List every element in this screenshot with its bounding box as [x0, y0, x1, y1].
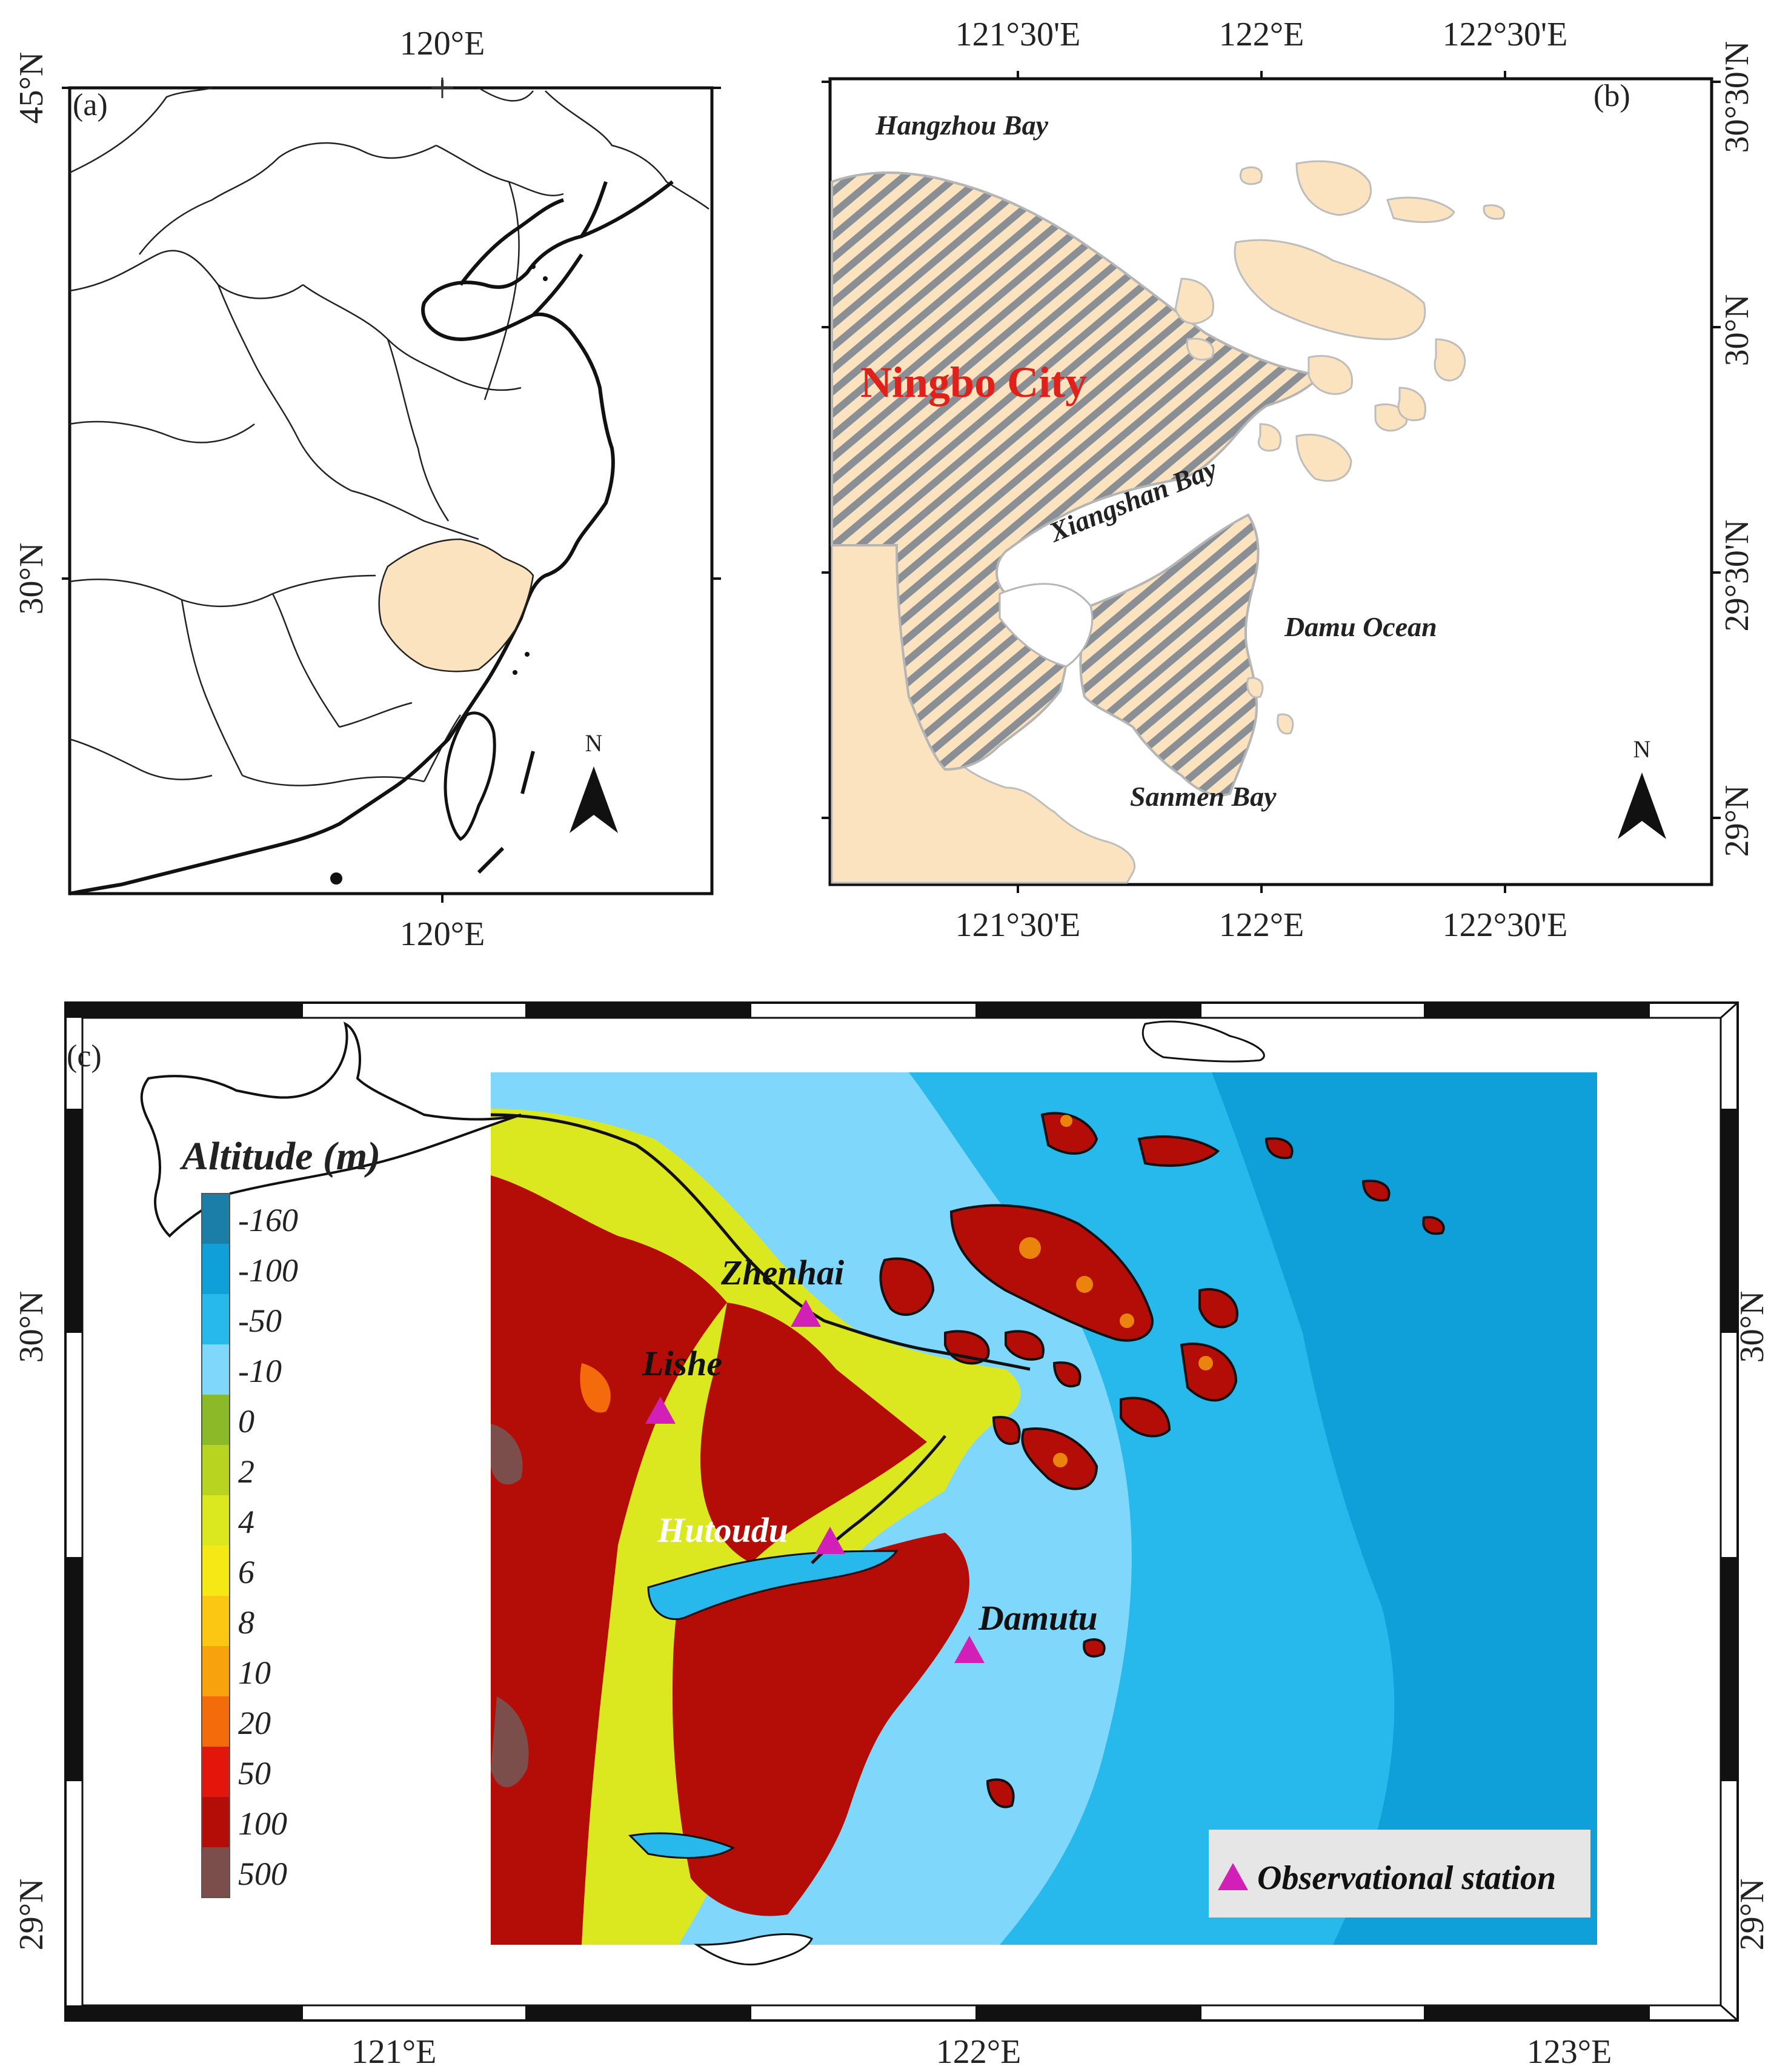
panel-c-elevation-map: Altitude (m) -160-100-50-100246810205010…: [13, 1001, 1771, 2071]
sanmen-bay-label: Sanmen Bay: [1130, 781, 1277, 812]
colorbar-label-1: -100: [238, 1252, 298, 1289]
panel-b-right-tick-2: 29°30'N: [1718, 520, 1756, 632]
colorbar-swatch-8: [202, 1596, 230, 1646]
colorbar-swatch-11: [202, 1747, 230, 1797]
panel-a-coastline: [69, 180, 674, 895]
colorbar-label-2: -50: [238, 1303, 282, 1339]
panel-b-right-tick-3: 29°N: [1718, 785, 1756, 857]
colorbar-swatch-13: [202, 1847, 230, 1898]
station-lishe: Lishe: [642, 1344, 722, 1424]
hangzhou-bay-label: Hangzhou Bay: [875, 110, 1049, 141]
colorbar-swatch-6: [202, 1495, 230, 1546]
panel-c-left-tick-1: 29°N: [13, 1879, 50, 1951]
colorbar-swatch-9: [202, 1646, 230, 1696]
colorbar-swatch-0: [202, 1194, 230, 1244]
panel-b-bottom-tick-1: 122°E: [1219, 906, 1304, 944]
altitude-legend-title: Altitude (m): [179, 1134, 380, 1178]
station-legend-label: Observational station: [1257, 1859, 1556, 1897]
panel-a-left-tick-0: 45°N: [13, 52, 50, 124]
panel-a-label: (a): [73, 88, 108, 122]
colorbar-swatch-12: [202, 1797, 230, 1847]
colorbar-label-5: 2: [238, 1453, 254, 1490]
colorbar-label-3: -10: [238, 1353, 282, 1389]
panel-b-top-tick-1: 122°E: [1219, 16, 1304, 53]
colorbar-label-9: 10: [238, 1655, 271, 1691]
panel-a-province-boundaries: [69, 87, 709, 786]
colorbar-label-13: 500: [238, 1856, 287, 1892]
colorbar-label-4: 0: [238, 1403, 254, 1439]
panel-b-right-tick-0: 30°30'N: [1718, 41, 1756, 153]
panel-b-right-tick-1: 30°N: [1718, 294, 1756, 367]
panel-b-north-label: N: [1633, 735, 1651, 763]
panel-c-bottom-tick-1: 122°E: [936, 2033, 1022, 2071]
panel-b-top-tick-0: 121°30'E: [955, 16, 1081, 53]
station-legend: Observational station: [1209, 1830, 1590, 1918]
station-damutu: Damutu: [954, 1598, 1098, 1663]
colorbar-frame: [201, 1193, 230, 1898]
panel-b-bottom-tick-0: 121°30'E: [955, 906, 1081, 944]
panel-c-label: (c): [67, 1039, 102, 1074]
station-hutoudu-label: Hutoudu: [657, 1510, 788, 1550]
ningbo-south-area: [1079, 513, 1260, 797]
station-zhenhai: Zhenhai: [720, 1253, 844, 1327]
panel-c-bottom-tick-2: 123°E: [1527, 2033, 1612, 2071]
colorbar-swatch-3: [202, 1344, 230, 1395]
ningbo-city-area: [831, 171, 1324, 771]
colorbar-label-10: 20: [238, 1705, 271, 1741]
panel-a-bottom-tick-0: 120°E: [400, 915, 485, 953]
panel-c-right-tick-1: 29°N: [1733, 1879, 1771, 1951]
panel-a-north-label: N: [585, 729, 603, 757]
panel-c-elevation-raster: [491, 1072, 1597, 1945]
colorbar-label-8: 8: [238, 1604, 254, 1641]
colorbar-swatch-10: [202, 1696, 230, 1747]
panel-a-frame: [68, 86, 714, 895]
ningbo-city-label: Ningbo City: [860, 358, 1087, 407]
panel-a-location-map: N (a) 120°E 120°E 45°N 30°N: [13, 25, 721, 953]
colorbar-label-7: 6: [238, 1554, 254, 1590]
panel-b-bottom-tick-2: 122°30'E: [1443, 906, 1568, 944]
panel-c-right-tick-0: 30°N: [1733, 1291, 1771, 1363]
panel-a-left-tick-1: 30°N: [13, 543, 50, 615]
zhejiang-province: [378, 538, 534, 672]
colorbar-label-0: -160: [238, 1202, 298, 1238]
panel-b-label: (b): [1593, 79, 1630, 113]
colorbar-swatch-7: [202, 1546, 230, 1596]
station-hutoudu: Hutoudu: [657, 1510, 845, 1554]
station-zhenhai-label: Zhenhai: [720, 1253, 844, 1292]
colorbar-swatch-1: [202, 1244, 230, 1294]
panel-c-bottom-tick-0: 121°E: [351, 2033, 437, 2071]
panel-c-north-landmass: [140, 1021, 522, 1238]
damu-ocean-label: Damu Ocean: [1284, 611, 1437, 642]
station-damutu-label: Damutu: [978, 1598, 1098, 1638]
colorbar-swatch-5: [202, 1445, 230, 1495]
panel-c-frame-scale: [65, 1003, 1738, 2021]
colorbar-label-6: 4: [238, 1504, 254, 1540]
panel-b-top-tick-2: 122°30'E: [1443, 16, 1568, 53]
panel-c-left-tick-0: 30°N: [13, 1291, 50, 1363]
panel-b-ningbo-map: N (b) Hangzhou Bay Ningbo City Xiangshan…: [822, 16, 1756, 944]
panel-b-north-arrow: N: [1618, 735, 1666, 839]
panel-b-islands: [1174, 160, 1505, 735]
station-lishe-label: Lishe: [642, 1344, 722, 1383]
colorbar-label-12: 100: [238, 1805, 287, 1842]
panel-a-top-tick-0: 120°E: [400, 25, 485, 62]
colorbar-swatch-2: [202, 1294, 230, 1344]
colorbar-swatch-4: [202, 1395, 230, 1445]
panel-a-north-arrow: N: [570, 729, 618, 833]
colorbar-label-11: 50: [238, 1755, 271, 1791]
taiwan-island: [444, 711, 496, 842]
